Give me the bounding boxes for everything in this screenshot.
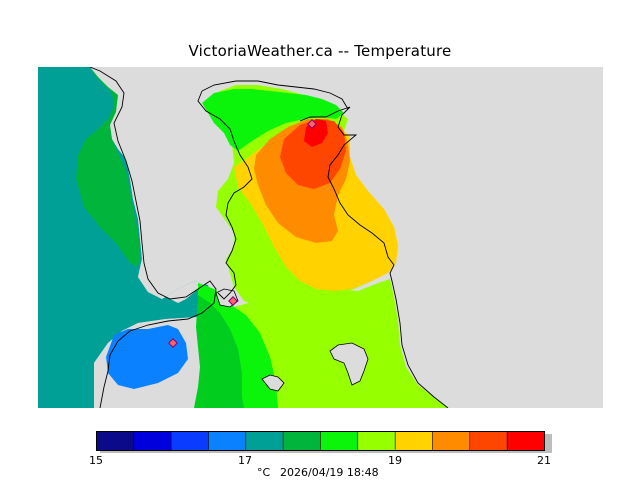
coastline-east (299, 106, 449, 408)
temp-zone-redorange (280, 119, 346, 189)
station-marker (168, 338, 178, 348)
unit-label: °C (257, 466, 271, 479)
colorbar-swatch (357, 431, 396, 451)
colorbar-tick-label: 19 (388, 454, 402, 467)
island-east (329, 342, 369, 386)
colorbar-swatch (469, 431, 508, 451)
colorbar-swatch (208, 431, 247, 451)
temp-zone-lightblue (106, 325, 188, 389)
station-marker (307, 119, 317, 129)
colorbar-swatch (96, 431, 135, 451)
coastline-west (197, 80, 349, 300)
map-title: VictoriaWeather.ca -- Temperature (188, 42, 452, 60)
station-marker (228, 296, 238, 306)
colorbar-swatch (170, 431, 209, 451)
coastline-olympic (89, 67, 217, 408)
colorbar-swatch (394, 431, 433, 451)
colorbar-swatch (506, 431, 545, 451)
island-small (261, 374, 285, 392)
colorbar-swatch (245, 431, 284, 451)
colorbar-swatch (432, 431, 471, 451)
colorbar-tick-label: 15 (89, 454, 103, 467)
colorbar (96, 431, 552, 453)
temperature-map (38, 67, 603, 408)
temp-zone-green-west (76, 67, 140, 267)
colorbar-swatch (320, 431, 359, 451)
land-olympic (90, 67, 216, 408)
timestamp: 2026/04/19 18:48 (280, 466, 379, 479)
colorbar-tick-label: 21 (537, 454, 551, 467)
colorbar-swatch (282, 431, 321, 451)
colorbar-swatch (133, 431, 172, 451)
colorbar-tick-label: 17 (238, 454, 252, 467)
temp-zone-green-north (202, 89, 344, 151)
colorbar-frame (96, 431, 545, 451)
temp-zone-darkgreen (194, 295, 244, 408)
